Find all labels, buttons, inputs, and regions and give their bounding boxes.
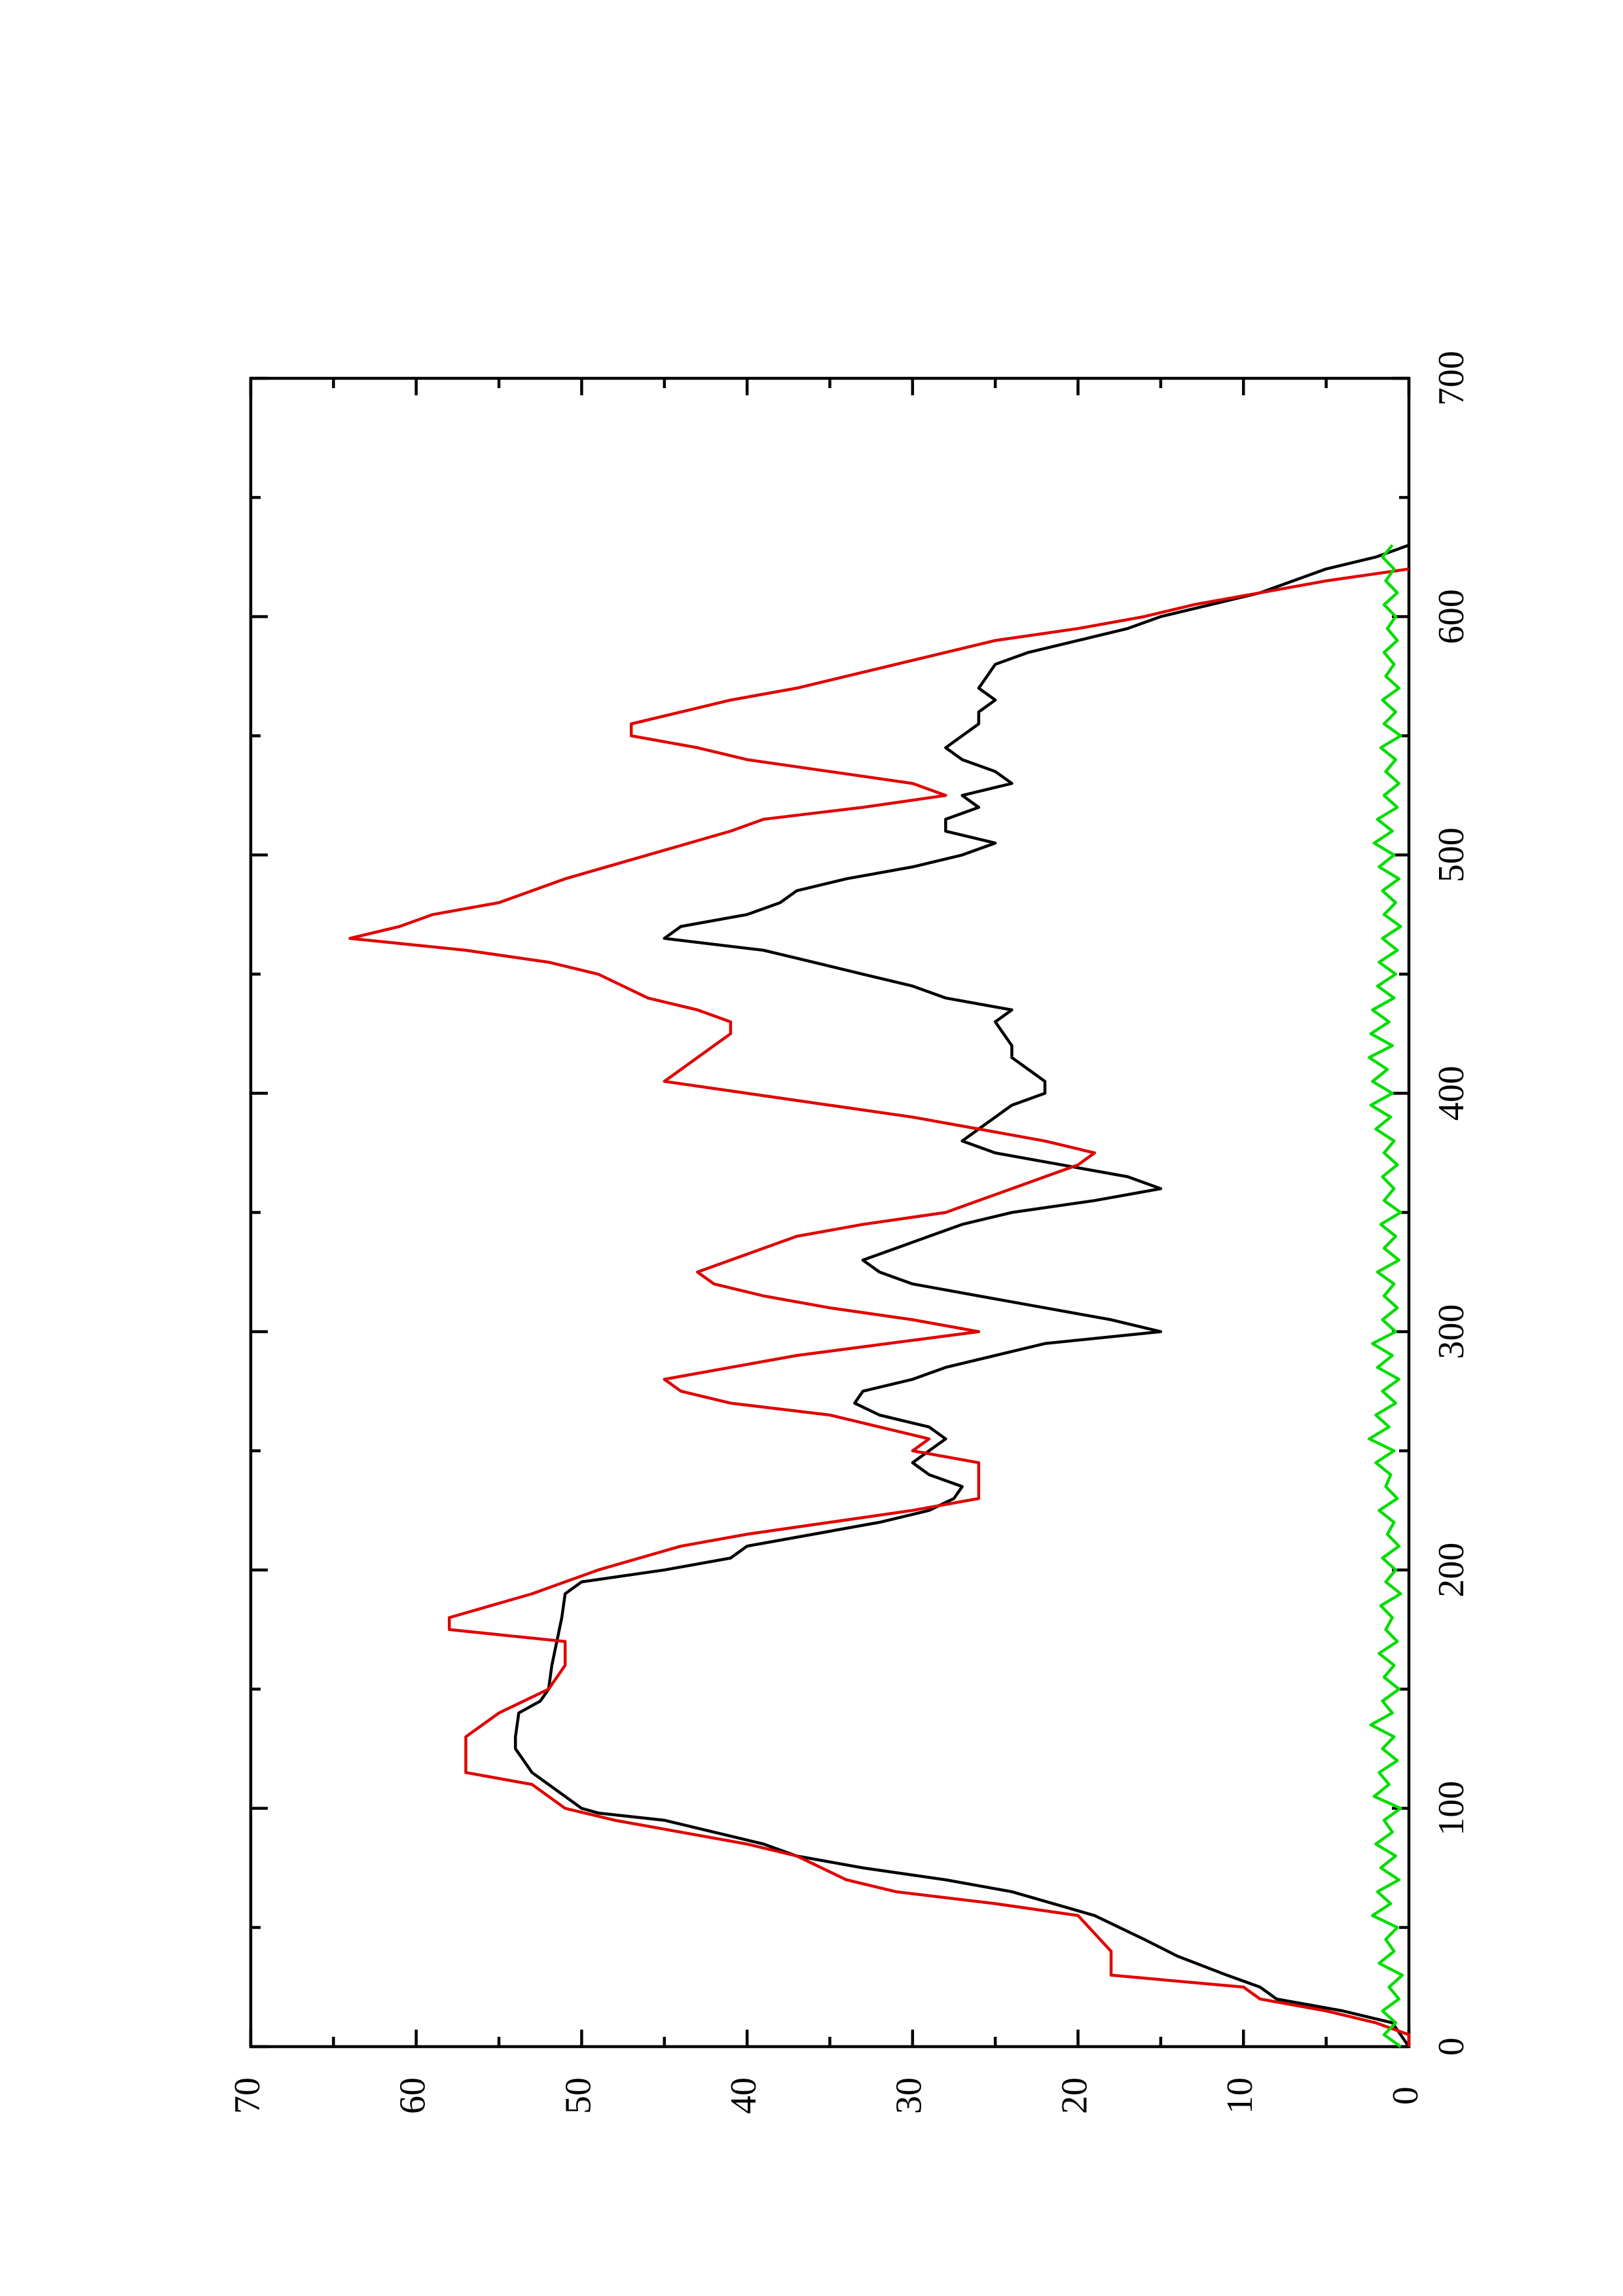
x-tick-label: 400 — [1431, 1066, 1472, 1121]
x-tick-label: 0 — [1431, 2037, 1472, 2056]
axis-ticks — [249, 376, 1411, 2049]
y-tick-label: 60 — [393, 2077, 433, 2114]
x-tick-label: 700 — [1431, 351, 1472, 406]
plot-frame — [249, 376, 1411, 2049]
y-tick-label: 70 — [227, 2077, 268, 2114]
y-tick-label: 30 — [889, 2077, 930, 2114]
y-tick-label: 50 — [558, 2077, 598, 2114]
series-red-line — [348, 567, 1411, 2047]
x-tick-label: 500 — [1431, 827, 1472, 882]
y-tick-label: 0 — [1385, 2087, 1426, 2105]
x-tick-label: 600 — [1431, 589, 1472, 644]
series-lines — [348, 543, 1411, 2048]
y-tick-label: 10 — [1220, 2077, 1260, 2114]
axis-tick-labels: 0 100 200 300 400 500 600 700 0 10 20 30 40 50 60 70 — [227, 351, 1472, 2114]
y-tick-label: 40 — [723, 2077, 764, 2114]
y-tick-label: 20 — [1054, 2077, 1095, 2114]
x-tick-label: 200 — [1431, 1543, 1472, 1598]
series-black-line — [514, 543, 1410, 2048]
x-tick-label: 300 — [1431, 1304, 1472, 1359]
plot-area: 0 100 200 300 400 500 600 700 0 10 20 30 40 50 60 70 — [227, 351, 1472, 2114]
x-tick-label: 100 — [1431, 1781, 1472, 1836]
series-green-line — [1368, 544, 1404, 2048]
